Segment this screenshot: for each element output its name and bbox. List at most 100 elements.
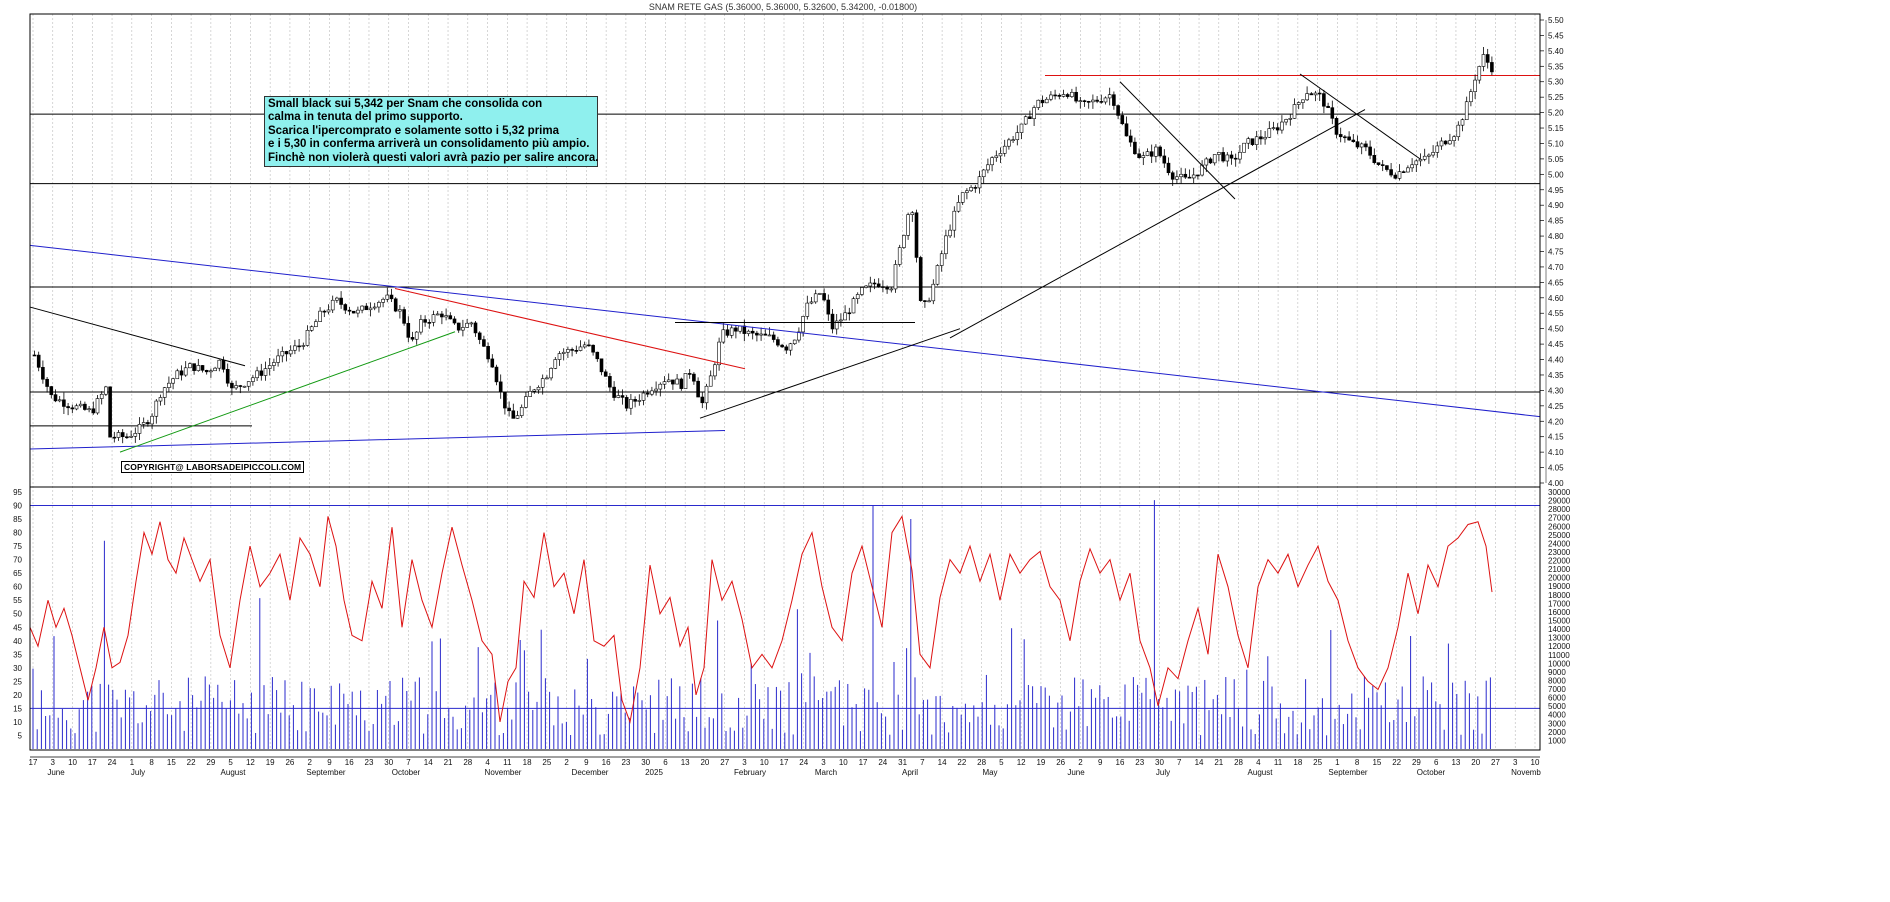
- candle-body: [53, 394, 58, 402]
- x-tick-day: 13: [1451, 758, 1460, 767]
- candle-body: [1095, 99, 1099, 102]
- indicator-right-label: 21000: [1548, 565, 1571, 574]
- candle-body: [561, 351, 566, 354]
- x-tick-day: 19: [1036, 758, 1045, 767]
- candle-body: [242, 385, 247, 388]
- candle-body: [1217, 152, 1221, 155]
- candle-body: [314, 321, 318, 328]
- candle-body: [1065, 94, 1070, 97]
- chart-title: SNAM RETE GAS (5.36000, 5.36000, 5.32600…: [649, 2, 917, 12]
- x-month-label: June: [47, 768, 65, 777]
- axes: 17 3 10 17 24 1 8 15 22 29 5 12 19 26 2 9 16 23 30 7 14 21 28 4…: [13, 13, 1571, 777]
- x-tick-day: 12: [1017, 758, 1026, 767]
- candle-body: [738, 325, 742, 332]
- x-month-label: September: [1328, 768, 1367, 777]
- candle-body: [839, 319, 843, 322]
- candle-body: [692, 373, 696, 382]
- candle-body: [1015, 132, 1020, 141]
- candle-body: [717, 341, 721, 366]
- x-tick-day: 18: [523, 758, 532, 767]
- x-tick-day: 21: [444, 758, 453, 767]
- x-tick-day: 14: [1195, 758, 1204, 767]
- candle-body: [351, 310, 356, 314]
- candle-body: [1322, 93, 1326, 107]
- x-tick-day: 31: [898, 758, 907, 767]
- candle-body: [204, 369, 209, 373]
- candle-body: [1263, 136, 1267, 140]
- candle-body: [255, 370, 259, 379]
- x-tick-day: 4: [1256, 758, 1261, 767]
- candle-body: [1317, 92, 1322, 95]
- x-tick-day: 23: [621, 758, 630, 767]
- candle-body: [1170, 172, 1175, 180]
- candle-body: [1343, 136, 1347, 139]
- indicator-right-label: 23000: [1548, 548, 1571, 557]
- candle-body: [171, 378, 175, 384]
- candle-body: [1208, 158, 1213, 164]
- candle-body: [1233, 157, 1238, 160]
- x-month-label: 2025: [645, 768, 663, 777]
- candle-body: [1422, 155, 1427, 160]
- x-tick-day: 27: [720, 758, 729, 767]
- candle-body: [1040, 99, 1045, 104]
- candle-body: [209, 370, 213, 373]
- candle-body: [343, 304, 348, 311]
- candle-body: [1137, 153, 1141, 158]
- candle-body: [444, 315, 448, 318]
- x-tick-day: 3: [51, 758, 56, 767]
- candle-body: [826, 299, 831, 315]
- candle-body: [1229, 154, 1234, 159]
- candle-body: [213, 367, 217, 372]
- candle-body: [1456, 124, 1461, 138]
- candle-body: [599, 358, 604, 373]
- candle-body: [435, 313, 440, 316]
- x-tick-day: 24: [799, 758, 808, 767]
- x-tick-day: 6: [663, 758, 668, 767]
- candle-body: [297, 345, 301, 348]
- candle-body: [620, 395, 625, 398]
- candle-body: [179, 370, 184, 376]
- candle-body: [490, 358, 495, 368]
- candle-body: [633, 399, 637, 402]
- candle-body: [851, 298, 856, 314]
- candle-body: [1427, 154, 1431, 157]
- candle-body: [998, 153, 1003, 157]
- candle-body: [225, 369, 230, 384]
- candle-body: [1011, 139, 1015, 142]
- candle-body: [1023, 116, 1028, 125]
- candle-body: [221, 359, 226, 370]
- x-month-label: October: [1417, 768, 1446, 777]
- candle-body: [141, 422, 146, 425]
- candle-body: [1158, 146, 1162, 157]
- indicator-left-label: 85: [13, 515, 22, 524]
- candle-body: [318, 310, 322, 322]
- analysis-note: Small black sui 5,342 per Snam che conso…: [264, 96, 598, 168]
- indicator-left-label: 70: [13, 556, 22, 565]
- candle-body: [1057, 94, 1062, 97]
- x-tick-day: 9: [1098, 758, 1103, 767]
- candle-body: [104, 386, 108, 395]
- candle-body: [1116, 105, 1120, 116]
- candle-body: [32, 354, 37, 357]
- candle-body: [1397, 171, 1402, 179]
- candle-body: [566, 349, 570, 353]
- candle-body: [62, 399, 66, 407]
- candle-body: [377, 302, 381, 308]
- candle-body: [1179, 173, 1183, 178]
- candle-body: [910, 212, 915, 215]
- candle-body: [498, 381, 503, 393]
- candle-body: [1238, 151, 1242, 160]
- trendline: [29, 430, 726, 450]
- candle-body: [528, 391, 532, 397]
- x-tick-day: 29: [206, 758, 215, 767]
- x-tick-day: 6: [1434, 758, 1439, 767]
- candle-body: [1410, 164, 1414, 169]
- candle-body: [1431, 152, 1435, 156]
- candle-body: [137, 424, 142, 434]
- candle-body: [154, 400, 159, 417]
- x-month-label: April: [902, 768, 918, 777]
- trendline: [119, 331, 456, 453]
- candle-body: [524, 396, 528, 408]
- candle-body: [973, 187, 978, 189]
- candle-body: [834, 320, 839, 330]
